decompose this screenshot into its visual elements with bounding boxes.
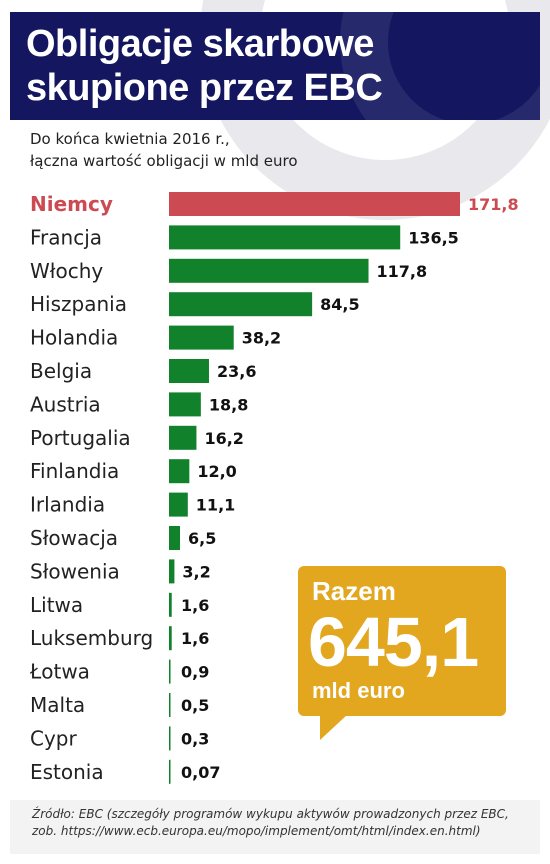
- bar: [169, 459, 190, 484]
- title-line-2: skupione przez EBC: [26, 67, 383, 109]
- bar: [169, 225, 401, 250]
- category-label: Niemcy: [30, 192, 113, 216]
- category-label: Irlandia: [30, 493, 105, 517]
- subtitle-line-2: łączna wartość obligacji w mld euro: [30, 152, 298, 170]
- category-label: Belgia: [30, 359, 92, 383]
- total-value: 645,1: [308, 603, 479, 681]
- value-label: 23,6: [217, 362, 256, 381]
- category-label: Łotwa: [29, 660, 90, 684]
- category-label: Hiszpania: [30, 292, 127, 316]
- total-unit: mld euro: [312, 678, 405, 703]
- value-label: 171,8: [468, 195, 519, 214]
- value-label: 84,5: [320, 295, 359, 314]
- bar: [169, 359, 209, 383]
- bar: [169, 425, 197, 450]
- value-label: 0,3: [181, 729, 209, 748]
- value-label: 136,5: [408, 228, 459, 247]
- category-label: Finlandia: [30, 459, 119, 483]
- source-footer: Źródło: EBC (szczegóły programów wykupu …: [10, 800, 540, 854]
- bar: [169, 659, 171, 684]
- category-label: Portugalia: [30, 426, 131, 450]
- bar: [169, 559, 175, 584]
- value-label: 6,5: [188, 529, 216, 548]
- page-title: Obligacje skarbowe skupione przez EBC: [26, 22, 530, 110]
- value-label: 0,9: [181, 663, 209, 682]
- category-label: Litwa: [30, 593, 83, 617]
- category-label: Słowacja: [30, 526, 118, 550]
- chart-subtitle: Do końca kwietnia 2016 r., łączna wartoś…: [30, 128, 298, 172]
- bar: [169, 325, 234, 350]
- bar: [169, 392, 201, 417]
- bar: [169, 526, 181, 550]
- title-line-1: Obligacje skarbowe: [26, 23, 374, 65]
- bar: [169, 292, 313, 317]
- total-callout-pointer: [320, 714, 348, 740]
- category-label: Holandia: [30, 326, 118, 350]
- subtitle-line-1: Do końca kwietnia 2016 r.,: [30, 130, 230, 148]
- value-label: 1,6: [181, 629, 209, 648]
- value-label: 0,07: [181, 763, 220, 782]
- category-label: Cypr: [30, 726, 77, 750]
- bar-chart: Niemcy 171,8 Francja 136,5 Włochy 117,8 Hiszpa…: [29, 192, 519, 784]
- category-label: Francja: [30, 225, 102, 249]
- bar: [169, 192, 460, 216]
- category-label: Austria: [30, 392, 101, 416]
- bar: [169, 726, 171, 751]
- value-label: 18,8: [209, 395, 248, 414]
- value-label: 38,2: [242, 329, 281, 348]
- value-label: 117,8: [377, 262, 428, 281]
- category-label: Luksemburg: [30, 626, 153, 650]
- value-label: 16,2: [204, 429, 243, 448]
- total-label: Razem: [312, 576, 396, 606]
- bar: [169, 492, 188, 517]
- bar: [169, 258, 369, 283]
- category-label: Włochy: [30, 259, 103, 283]
- total-callout: Razem 645,1 mld euro: [298, 566, 506, 716]
- source-line-2: zob. https://www.ecb.europa.eu/mopo/impl…: [32, 824, 481, 838]
- category-label: Malta: [30, 693, 85, 717]
- bar: [169, 592, 172, 617]
- value-label: 12,0: [197, 462, 236, 481]
- value-label: 0,5: [181, 696, 209, 715]
- value-label: 3,2: [182, 562, 210, 581]
- category-label: Estonia: [30, 760, 104, 784]
- value-label: 11,1: [196, 496, 235, 515]
- bar: [169, 693, 171, 717]
- category-label: Słowenia: [30, 559, 120, 583]
- value-label: 1,6: [181, 596, 209, 615]
- bar: [169, 759, 171, 784]
- bar: [169, 626, 172, 651]
- source-line-1: Źródło: EBC (szczegóły programów wykupu …: [32, 807, 509, 821]
- header-banner: Obligacje skarbowe skupione przez EBC: [10, 12, 540, 120]
